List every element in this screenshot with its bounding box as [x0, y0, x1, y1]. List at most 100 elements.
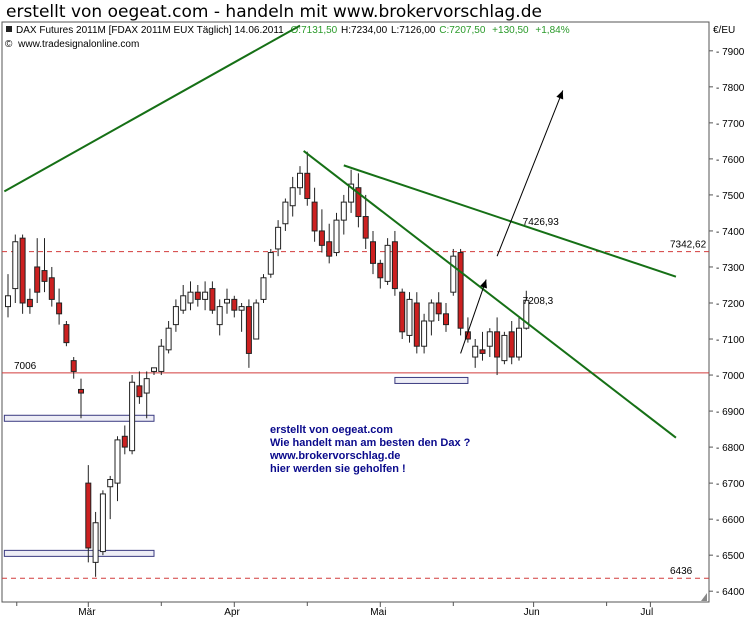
candle-body [282, 201, 289, 225]
support-line-6436-label: 6436 [670, 566, 693, 577]
candle-body [384, 244, 391, 282]
candle-body [194, 291, 201, 300]
y-tick-label: - 7700 [716, 119, 745, 130]
y-tick-label: - 6800 [716, 443, 745, 454]
candle-body [311, 201, 318, 232]
y-tick-label: - 6500 [716, 551, 745, 562]
x-tick-label: Apr [224, 607, 240, 618]
arrow-small-head [479, 279, 487, 289]
candle-body [362, 216, 369, 239]
candle-body [165, 327, 172, 351]
arrow-small [460, 279, 487, 354]
candle-body [48, 277, 55, 300]
candle-body [114, 439, 121, 484]
header-change: +130,50 [492, 25, 529, 36]
candle-body [348, 183, 355, 203]
candle-body [435, 302, 442, 315]
candle-body [63, 324, 70, 344]
candle-body [370, 241, 376, 264]
candle-body [202, 291, 209, 300]
candle-body [78, 388, 84, 394]
header-low: L:7126,00 [391, 25, 436, 36]
copyright-icon: © [5, 39, 13, 50]
candle-body [56, 302, 63, 315]
candle-body [158, 345, 165, 372]
svg-text:DAX Futures 2011M [FDAX 2011M: DAX Futures 2011M [FDAX 2011M EUX Täglic… [16, 25, 570, 36]
candle-body [129, 381, 136, 452]
candle-body [70, 360, 77, 372]
svg-text:© www.tradesignalonline.: © www.tradesignalonline.com [5, 39, 139, 50]
candle-body [136, 385, 143, 398]
uptrend-line [3, 24, 301, 193]
candle-body [318, 230, 325, 246]
candle-body [479, 349, 486, 354]
y-tick-label: - 6900 [716, 407, 745, 418]
arrow-large [496, 90, 564, 257]
annotation-line-1: erstellt von oegeat.com [270, 424, 393, 436]
candle-body [399, 291, 406, 333]
y-tick-label: - 6600 [716, 515, 745, 526]
candle-body [428, 302, 435, 322]
arrow-large-head [556, 90, 564, 100]
candle-body [143, 378, 150, 394]
zone-6505 [3, 549, 155, 557]
candle-body [355, 187, 362, 218]
zone-6985 [394, 376, 469, 384]
annotation-box: erstellt von oegeat.com Wie handelt man … [269, 424, 471, 475]
candle-body [508, 331, 515, 358]
candle-body [275, 226, 282, 250]
candle-body [224, 298, 230, 304]
y-tick-label: - 6700 [716, 479, 745, 490]
header-change-pct: +1,84% [535, 25, 569, 36]
y-tick-label: - 6400 [716, 587, 745, 598]
y-tick-label: - 7400 [716, 227, 745, 238]
header-high: H:7234,00 [341, 25, 388, 36]
candle-body [107, 479, 114, 488]
candle-body [180, 295, 187, 311]
chart-header: DAX Futures 2011M [FDAX 2011M EUX Täglic… [5, 25, 570, 50]
candle-body [326, 241, 333, 257]
candle-body [450, 255, 457, 293]
candle-body [5, 295, 11, 308]
x-tick-label: Mai [370, 607, 386, 618]
y-tick-label: - 7900 [716, 47, 745, 58]
candle-body [304, 172, 311, 200]
y-tick-label: - 7500 [716, 191, 745, 202]
candle-body [391, 241, 398, 290]
candle-body [41, 270, 48, 282]
y-tick-label: - 7000 [716, 371, 745, 382]
candle-body [151, 367, 157, 372]
x-tick-label: Jul [640, 607, 653, 618]
x-tick-label: Jun [524, 607, 540, 618]
x-tick-label: Mär [78, 607, 96, 618]
header-square-icon [6, 26, 12, 32]
y-tick-label: - 7800 [716, 83, 745, 94]
currency-label: €/EU [713, 25, 735, 36]
header-close: C:7207,50 [439, 25, 486, 36]
candle-body [245, 306, 252, 354]
candle-body [523, 299, 530, 329]
candle-body [216, 306, 223, 326]
candle-body [413, 302, 420, 347]
candle-body [253, 302, 260, 340]
candle-body [333, 219, 340, 254]
candle-body [377, 262, 384, 279]
zone-6880 [3, 414, 155, 422]
y-tick-label: - 7100 [716, 335, 745, 346]
candle-body [421, 320, 428, 347]
candle-body [99, 493, 106, 553]
candle-body [406, 298, 413, 336]
candle-body [121, 435, 128, 448]
candle-body [231, 298, 238, 311]
candle-body [486, 331, 493, 347]
scroll-corner-icon[interactable] [701, 593, 707, 601]
candle-body [443, 313, 449, 326]
support-line-7006-label: 7006 [14, 361, 37, 372]
copyright-text: www.tradesignalonline.com [17, 39, 139, 50]
candle-body [340, 201, 347, 221]
y-tick-label: - 7600 [716, 155, 745, 166]
candle-body [472, 345, 479, 358]
candle-body [34, 266, 41, 293]
page-title: erstellt von oegeat.com - handeln mit ww… [6, 2, 542, 22]
